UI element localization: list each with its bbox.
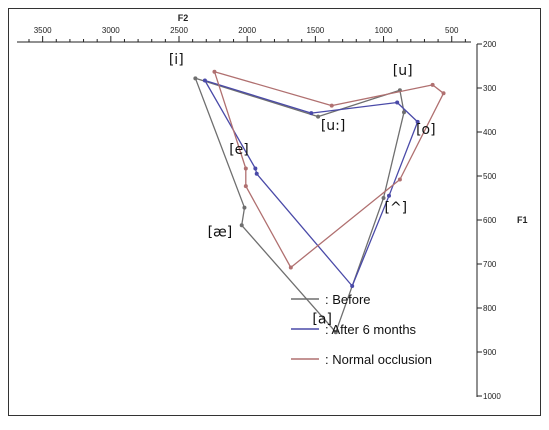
data-point [402,110,406,115]
data-point [387,193,391,198]
x-tick-label: 500 [445,26,459,35]
series-layer [193,69,446,335]
series-line [213,71,445,269]
data-point [309,111,314,116]
data-point [397,177,402,182]
x-axis-title: F2 [178,13,189,23]
data-point [253,166,258,171]
x-tick-label: 2500 [170,26,188,35]
data-point [243,166,248,171]
y-tick-label: 800 [483,304,497,313]
legend-label: : Before [325,292,371,307]
x-tick-label: 3000 [102,26,120,35]
data-point [288,265,293,270]
data-point [243,184,248,189]
data-point [239,223,244,228]
data-point [333,330,338,335]
data-point [193,76,198,81]
vowel-formant-chart: 3500 3000 2500 2000 1500 1000 500 200 300 400 500… [17,13,528,401]
legend: : Before : After 6 months : Normal occlusi… [291,292,432,367]
vowel-label: [^] [384,200,407,216]
x-tick-label: 1500 [306,26,324,35]
chart-frame: 3500 3000 2500 2000 1500 1000 500 200 300 400 500… [8,8,541,416]
y-tick-label: 600 [483,216,497,225]
legend-label: : Normal occlusion [325,352,432,367]
vowel-label: [e] [229,142,249,158]
data-point [350,284,355,288]
data-point [202,78,207,83]
vowel-label: [æ] [208,224,233,240]
data-point [441,91,446,96]
series-line [194,77,405,333]
data-point [212,69,217,74]
x-tick-label: 1000 [375,26,393,35]
y-tick-label: 400 [483,128,497,137]
y-axis: 200 300 400 500 600 700 800 900 1000 [476,40,501,401]
vowel-label: [o] [416,122,436,138]
legend-label: : After 6 months [325,322,417,337]
data-point [254,171,259,176]
y-tick-label: 200 [483,40,497,49]
x-axis: 3500 3000 2500 2000 1500 1000 500 [17,26,471,43]
y-tick-label: 700 [483,260,497,269]
y-tick-label: 900 [483,348,497,357]
vowel-label: [a] [312,311,332,327]
data-point [329,103,334,108]
data-point [415,119,420,124]
data-point [395,100,400,105]
x-tick-label: 2000 [238,26,256,35]
vowel-label: [i] [169,52,184,68]
data-point [430,82,435,87]
vowel-label: [u:] [321,118,346,134]
y-tick-label: 500 [483,172,497,181]
data-point [316,114,321,119]
x-tick-label: 3500 [34,26,52,35]
vowel-label: [u] [393,63,413,79]
data-point [242,205,247,210]
vowel-label-layer: [i] [u] [u:] [o] [e] [^] [æ] [a] [169,52,436,328]
y-tick-label: 1000 [483,392,501,401]
data-point [381,196,386,200]
y-axis-title: F1 [517,215,528,225]
y-tick-label: 300 [483,84,497,93]
